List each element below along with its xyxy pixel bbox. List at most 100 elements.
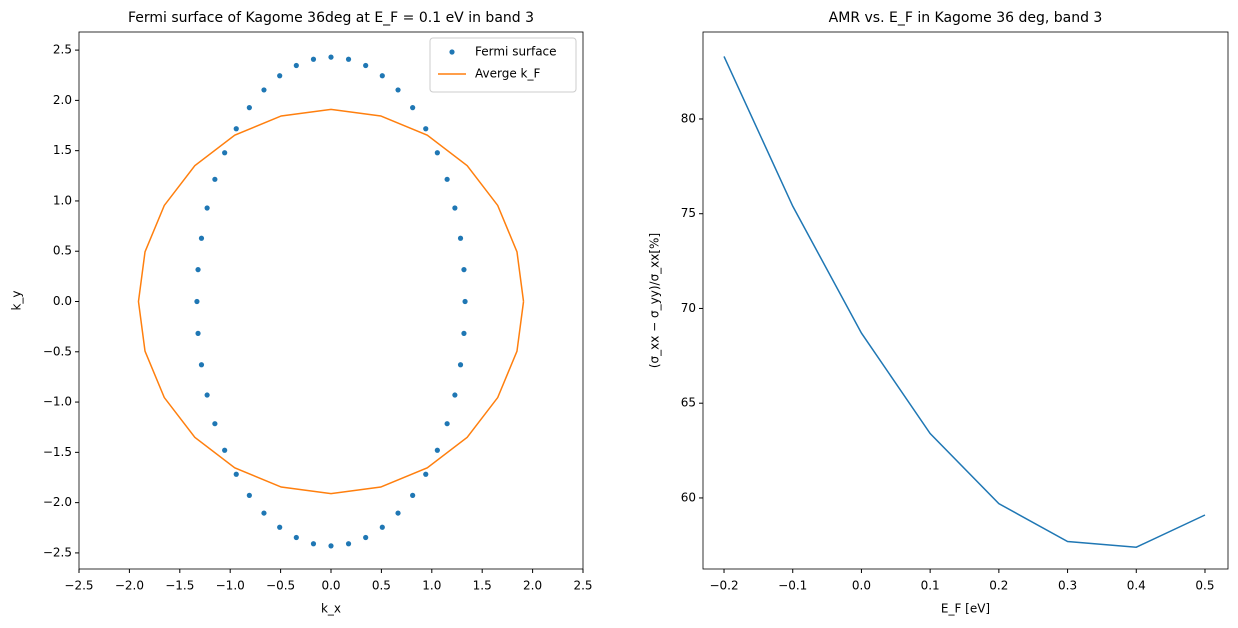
scatter-point bbox=[328, 54, 334, 60]
scatter-point bbox=[379, 524, 385, 530]
scatter-point bbox=[328, 543, 334, 549]
x-axis-label: E_F [eV] bbox=[941, 602, 990, 616]
scatter-point bbox=[423, 471, 429, 477]
scatter-point bbox=[363, 534, 369, 541]
x-tick-label: 0.0 bbox=[321, 579, 340, 593]
x-tick-label: −0.1 bbox=[778, 579, 807, 593]
scatter-point bbox=[212, 421, 218, 427]
scatter-point bbox=[310, 56, 317, 62]
data-line bbox=[723, 56, 1206, 548]
scatter-point bbox=[195, 267, 201, 273]
y-tick-label: −1.5 bbox=[43, 445, 72, 459]
scatter-point bbox=[461, 330, 467, 336]
x-tick-label: 0.0 bbox=[852, 579, 871, 593]
scatter-point bbox=[379, 73, 385, 79]
x-tick-label: −0.5 bbox=[266, 579, 295, 593]
x-tick-label: 0.2 bbox=[989, 579, 1008, 593]
x-tick-label: 0.3 bbox=[1058, 579, 1077, 593]
scatter-point bbox=[410, 492, 416, 498]
y-tick-label: 0.0 bbox=[53, 294, 72, 308]
scatter-point bbox=[261, 87, 267, 93]
scatter-point bbox=[198, 235, 205, 241]
y-tick-label: −0.5 bbox=[43, 344, 72, 358]
scatter-point bbox=[204, 392, 210, 398]
y-tick-label: 2.0 bbox=[53, 93, 72, 107]
y-tick-label: 2.5 bbox=[53, 43, 72, 57]
scatter-point bbox=[212, 176, 218, 182]
y-axis-label: (σ_xx − σ_yy)/σ_xx[%] bbox=[648, 233, 662, 368]
y-tick-label: 80 bbox=[681, 111, 696, 125]
scatter-point bbox=[395, 87, 401, 93]
y-tick-label: 60 bbox=[681, 490, 696, 504]
scatter-point bbox=[457, 362, 464, 368]
x-axis-label: k_x bbox=[321, 602, 341, 616]
x-tick-label: −1.0 bbox=[216, 579, 245, 593]
subplot: Fermi surface of Kagome 36deg at E_F = 0… bbox=[10, 10, 593, 616]
plot-frame bbox=[78, 31, 584, 570]
x-tick-label: 2.5 bbox=[573, 579, 592, 593]
scatter-point bbox=[444, 176, 450, 182]
scatter-point bbox=[345, 541, 352, 547]
x-tick-label: 0.5 bbox=[1195, 579, 1214, 593]
y-tick-label: −2.5 bbox=[43, 545, 72, 559]
scatter-point bbox=[277, 524, 283, 530]
scatter-point bbox=[310, 541, 317, 547]
x-tick-label: 1.0 bbox=[422, 579, 441, 593]
x-tick-label: 0.5 bbox=[372, 579, 391, 593]
chart-title: AMR vs. E_F in Kagome 36 deg, band 3 bbox=[829, 10, 1103, 26]
scatter-point bbox=[444, 421, 450, 427]
y-tick-label: 1.0 bbox=[53, 193, 72, 207]
scatter-point bbox=[434, 447, 440, 453]
x-tick-label: 2.0 bbox=[523, 579, 542, 593]
scatter-point bbox=[457, 235, 464, 241]
y-tick-label: −1.0 bbox=[43, 395, 72, 409]
scatter-point bbox=[277, 73, 283, 79]
data-line bbox=[137, 108, 525, 495]
x-tick-label: 0.4 bbox=[1127, 579, 1146, 593]
scatter-point bbox=[423, 126, 429, 132]
scatter-point bbox=[452, 205, 458, 211]
y-tick-label: 75 bbox=[681, 206, 696, 220]
scatter-point bbox=[293, 62, 299, 69]
scatter-point bbox=[194, 298, 200, 305]
x-tick-label: −1.5 bbox=[165, 579, 194, 593]
scatter-point bbox=[222, 447, 228, 453]
y-tick-label: 65 bbox=[681, 396, 696, 410]
y-tick-label: 1.5 bbox=[53, 143, 72, 157]
scatter-point bbox=[204, 205, 210, 211]
x-tick-label: 1.5 bbox=[473, 579, 492, 593]
scatter-point bbox=[345, 56, 352, 62]
scatter-point bbox=[261, 510, 267, 516]
scatter-point bbox=[222, 150, 228, 156]
y-tick-label: 70 bbox=[681, 301, 696, 315]
x-tick-label: −2.0 bbox=[115, 579, 144, 593]
scatter-point bbox=[462, 298, 468, 305]
scatter-point bbox=[434, 150, 440, 156]
scatter-point bbox=[233, 471, 239, 477]
scatter-point bbox=[452, 392, 458, 398]
x-tick-label: 0.1 bbox=[921, 579, 940, 593]
chart-title: Fermi surface of Kagome 36deg at E_F = 0… bbox=[128, 10, 534, 26]
scatter-point bbox=[246, 105, 252, 111]
legend: Fermi surface Averge k_F bbox=[429, 37, 577, 93]
y-tick-label: 0.5 bbox=[53, 244, 72, 258]
scatter-point bbox=[461, 267, 467, 273]
x-tick-label: −0.2 bbox=[709, 579, 738, 593]
y-tick-label: −2.0 bbox=[43, 495, 72, 509]
scatter-point bbox=[198, 362, 205, 368]
subplot: AMR vs. E_F in Kagome 36 deg, band 3 E_F … bbox=[648, 10, 1229, 616]
scatter-point bbox=[410, 105, 416, 111]
legend-label: Fermi surface bbox=[475, 45, 557, 59]
scatter-point bbox=[395, 510, 401, 516]
y-axis-label: k_y bbox=[10, 290, 24, 310]
legend-label: Averge k_F bbox=[475, 67, 540, 81]
scatter-point bbox=[246, 492, 252, 498]
legend-swatch bbox=[449, 49, 455, 55]
x-tick-label: −2.5 bbox=[64, 579, 93, 593]
scatter-point bbox=[293, 534, 299, 541]
scatter-point bbox=[195, 330, 201, 336]
plot-frame bbox=[702, 31, 1229, 570]
legend-frame bbox=[429, 37, 577, 93]
scatter-point bbox=[363, 62, 369, 69]
